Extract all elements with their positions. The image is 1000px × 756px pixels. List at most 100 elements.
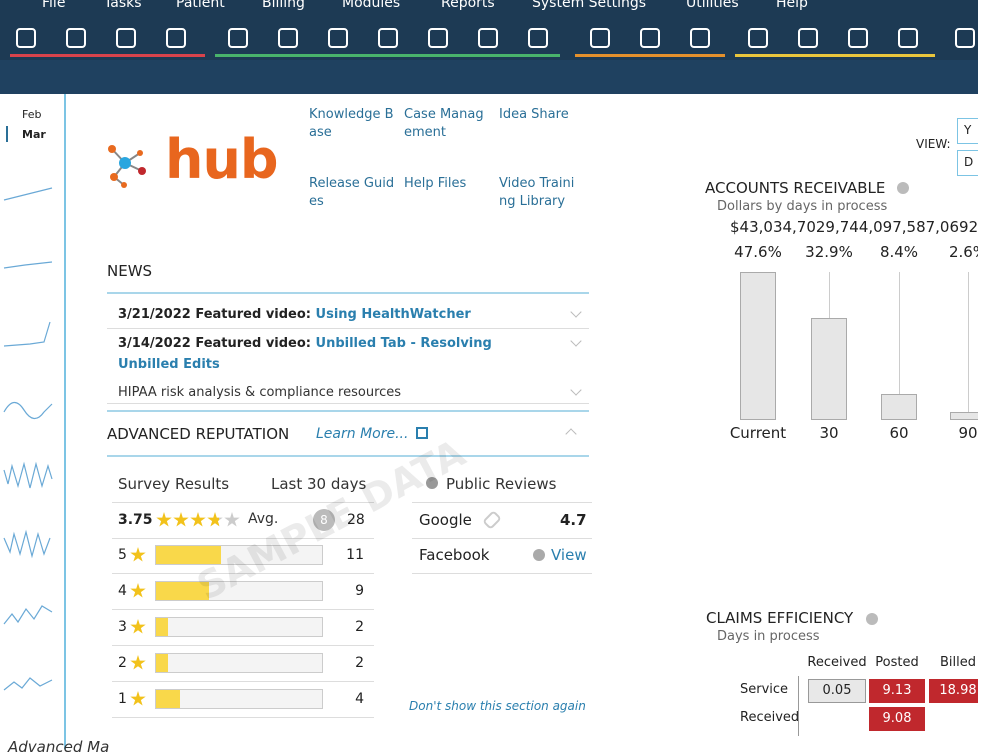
hub-link[interactable]: Knowledge Base (309, 106, 399, 142)
info-icon (533, 549, 545, 561)
star-level: 1 (118, 691, 127, 707)
sparkline (4, 322, 50, 346)
help-icon (897, 182, 909, 194)
toolbar-icon[interactable] (166, 28, 186, 48)
toolbar-icon[interactable] (590, 28, 610, 48)
expand-chevron[interactable] (570, 384, 581, 395)
survey-title: Survey Results (118, 475, 229, 493)
column-header: Received (807, 652, 867, 674)
rating-bar (156, 618, 168, 636)
separator (412, 538, 592, 539)
menu-item[interactable]: Help (776, 0, 808, 11)
toolbar-icon[interactable] (848, 28, 868, 48)
learn-more[interactable]: Learn More... (316, 426, 408, 442)
rating-star (224, 512, 240, 528)
star-level: 3 (118, 619, 127, 635)
collapse-chevron[interactable] (565, 428, 576, 439)
toolbar-icon[interactable] (116, 28, 136, 48)
guide-line (968, 272, 969, 412)
toolbar-icon[interactable] (228, 28, 248, 48)
guide-line (899, 272, 900, 394)
view-button[interactable]: D (957, 150, 978, 176)
menu-item[interactable]: Patient (176, 0, 225, 11)
guide-line (829, 272, 830, 318)
toolbar-underline (575, 54, 725, 57)
star-level: 4 (118, 583, 127, 599)
news-item: HIPAA risk analysis & compliance resourc… (118, 382, 548, 403)
menu-item[interactable]: Modules (342, 0, 400, 11)
hub-link[interactable]: Idea Share (499, 106, 589, 124)
menu-item[interactable]: Tasks (104, 0, 142, 11)
row-label: Received (740, 707, 800, 729)
rating-star (190, 512, 206, 528)
toolbar-icon[interactable] (690, 28, 710, 48)
review-score: 4.7 (560, 511, 587, 529)
hub-link[interactable]: Video Training Library (499, 175, 579, 211)
sparkline (4, 188, 52, 200)
table-cell: 18.98 (929, 679, 978, 703)
toolbar-icon[interactable] (278, 28, 298, 48)
toolbar-icon[interactable] (428, 28, 448, 48)
column-header: Billed (928, 652, 978, 674)
hub-logo: hub (165, 128, 278, 191)
toolbar-icon[interactable] (640, 28, 660, 48)
sparkline (4, 678, 52, 690)
hub-icon (100, 135, 160, 195)
rating: 3.75 (118, 512, 153, 528)
bar-track (155, 653, 323, 673)
sparkline (4, 532, 50, 556)
review-name: Google (419, 511, 472, 529)
news-date: 3/14/2022 (118, 336, 195, 351)
expand-chevron[interactable] (570, 306, 581, 317)
toolbar-icon[interactable] (955, 28, 975, 48)
view-button[interactable]: Y (957, 118, 978, 144)
toolbar-icon[interactable] (66, 28, 86, 48)
toolbar-icon[interactable] (16, 28, 36, 48)
link-icon (482, 510, 502, 530)
toolbar-icon[interactable] (528, 28, 548, 48)
news-link[interactable]: Using HealthWatcher (316, 307, 471, 322)
menu-item[interactable]: Reports (441, 0, 495, 11)
sparkline (4, 402, 52, 418)
menu-item[interactable]: File (42, 0, 65, 11)
news-title: NEWS (107, 262, 152, 280)
dismiss-link[interactable]: Don't show this section again (409, 699, 586, 713)
toolbar-icon[interactable] (898, 28, 918, 48)
toolbar-icon[interactable] (478, 28, 498, 48)
rating-bar (156, 690, 180, 708)
ar-bar (881, 394, 917, 420)
menu-item[interactable]: Utilities (686, 0, 739, 11)
table-cell: 9.13 (869, 679, 925, 703)
toolbar-icon[interactable] (798, 28, 818, 48)
section-title: ADVANCED REPUTATION (107, 425, 289, 443)
toolbar-icon[interactable] (748, 28, 768, 48)
hub-link[interactable]: Help Files (404, 175, 494, 193)
toolbar-icon[interactable] (378, 28, 398, 48)
menu-item[interactable]: System Settings (532, 0, 646, 11)
star-level: 5 (118, 547, 127, 563)
separator (112, 681, 374, 682)
help-icon (866, 613, 878, 625)
value-label: 8.4% (869, 243, 929, 261)
hub-link[interactable]: Release Guides (309, 175, 399, 211)
level-star (130, 655, 146, 671)
section-title: ACCOUNTS RECEIVABLE (705, 179, 885, 197)
ar-bar (811, 318, 847, 420)
dollar-labels: $43,034,7029,744,097,587,069243 (730, 218, 978, 236)
separator (107, 403, 589, 404)
hub-link[interactable]: Case Management (404, 106, 484, 142)
reviews-title: Public Reviews (446, 475, 557, 493)
rating-count: 2 (330, 655, 364, 671)
expand-chevron[interactable] (570, 335, 581, 346)
toolbar-icon[interactable] (328, 28, 348, 48)
ar-bar (740, 272, 776, 420)
menu-item[interactable]: Billing (262, 0, 305, 11)
rating-count: 4 (330, 691, 364, 707)
news-date: 3/21/2022 (118, 307, 195, 322)
star-level: 2 (118, 655, 127, 671)
review-link[interactable]: View (551, 546, 587, 564)
toolbar-underline (10, 54, 205, 57)
separator (107, 328, 589, 329)
